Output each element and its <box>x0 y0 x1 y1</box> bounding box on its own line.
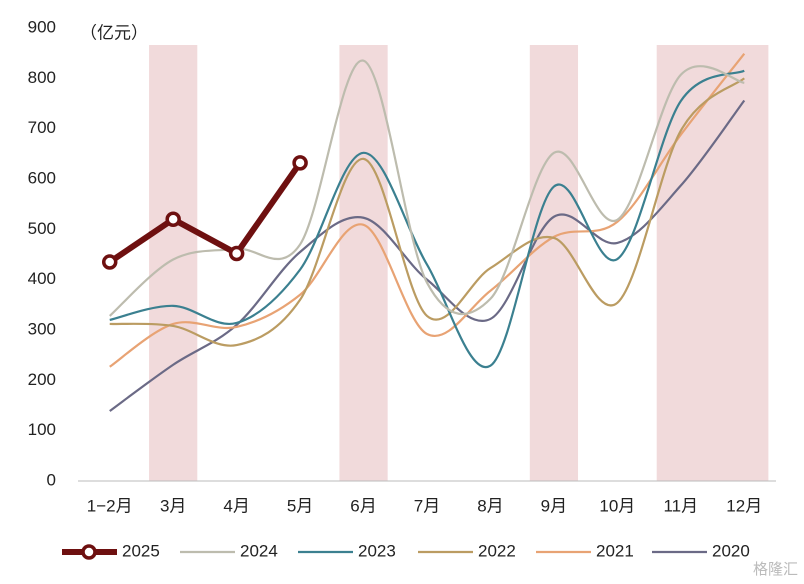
y-tick-label: 0 <box>47 470 56 489</box>
y-tick-label: 700 <box>28 118 56 137</box>
y-tick-label: 100 <box>28 420 56 439</box>
highlight-band <box>339 45 388 481</box>
legend-label: 2020 <box>712 541 750 560</box>
legend-label: 2022 <box>478 541 516 560</box>
legend-label: 2025 <box>122 541 160 560</box>
highlight-band <box>656 45 769 481</box>
x-tick-label: 3月 <box>160 496 186 515</box>
legend-label: 2023 <box>358 541 396 560</box>
y-tick-label: 200 <box>28 370 56 389</box>
x-tick-label: 5月 <box>287 496 313 515</box>
highlight-band <box>149 45 198 481</box>
legend-label: 2021 <box>596 541 634 560</box>
x-tick-label: 4月 <box>223 496 249 515</box>
x-tick-label: 12月 <box>726 496 762 515</box>
series-line <box>108 161 303 265</box>
legend-marker <box>81 544 97 560</box>
unit-label: （亿元） <box>80 23 148 42</box>
legend-label: 2024 <box>240 541 278 560</box>
series-line <box>109 69 745 369</box>
x-tick-label: 10月 <box>599 496 635 515</box>
point <box>292 155 308 171</box>
series-line <box>109 99 746 412</box>
point <box>228 245 245 262</box>
x-tick-label: 7月 <box>414 496 440 515</box>
point <box>165 211 181 228</box>
y-tick-label: 800 <box>28 68 56 87</box>
y-tick-label: 400 <box>28 269 56 288</box>
x-tick-label: 8月 <box>477 496 503 515</box>
x-tick-label: 9月 <box>541 496 567 515</box>
y-tick-label: 600 <box>28 168 56 187</box>
point <box>101 254 118 270</box>
watermark: 格隆汇 <box>753 561 798 578</box>
y-tick-label: 500 <box>28 219 56 238</box>
y-tick-label: 900 <box>28 17 56 36</box>
x-tick-label: 6月 <box>350 496 376 515</box>
highlight-band <box>529 45 579 481</box>
x-tick-label: 11月 <box>663 496 698 515</box>
x-tick-label: 1−2月 <box>87 496 133 515</box>
y-tick-label: 300 <box>28 319 56 338</box>
series-line <box>109 52 746 368</box>
series-line <box>109 77 745 347</box>
